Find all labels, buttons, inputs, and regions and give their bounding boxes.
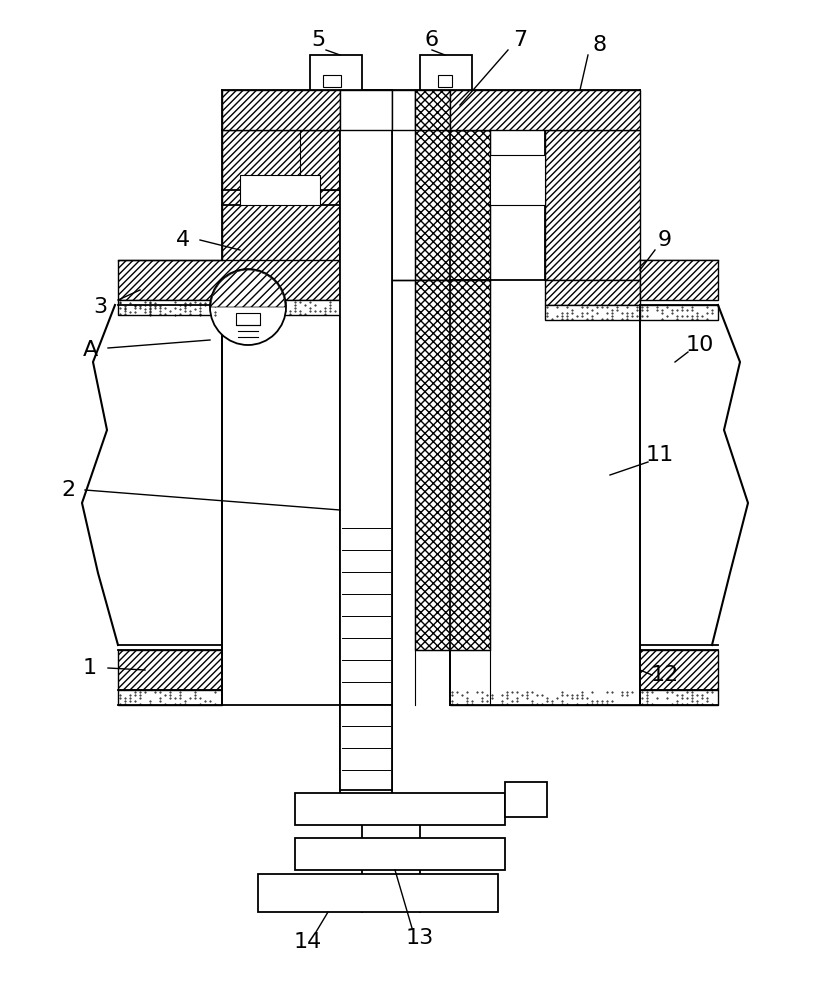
Bar — [490, 155, 545, 205]
Bar — [258, 874, 498, 912]
Bar — [118, 260, 340, 300]
Bar — [295, 793, 505, 825]
Text: 9: 9 — [658, 230, 672, 250]
Text: 6: 6 — [425, 30, 439, 50]
Bar — [640, 260, 718, 300]
Text: 7: 7 — [513, 30, 527, 50]
Bar — [222, 130, 340, 705]
Text: 3: 3 — [93, 297, 107, 317]
Text: 13: 13 — [406, 928, 434, 948]
Bar — [505, 782, 547, 817]
Circle shape — [210, 269, 286, 345]
Bar — [450, 690, 718, 705]
Text: A: A — [82, 340, 97, 360]
Bar — [118, 690, 222, 705]
Bar — [240, 175, 320, 205]
Text: 8: 8 — [593, 35, 607, 55]
Bar — [222, 90, 340, 130]
Bar — [640, 305, 718, 320]
Text: 10: 10 — [686, 335, 714, 355]
Bar — [340, 705, 392, 790]
Bar — [450, 650, 718, 690]
Text: 2: 2 — [61, 480, 75, 500]
Bar — [545, 305, 640, 320]
Text: 5: 5 — [311, 30, 325, 50]
Bar — [323, 75, 341, 87]
Bar — [545, 280, 640, 305]
Bar — [415, 130, 490, 280]
Bar — [340, 90, 392, 805]
Bar — [295, 838, 505, 870]
Text: 14: 14 — [294, 932, 322, 952]
Wedge shape — [211, 270, 285, 307]
Text: 12: 12 — [651, 665, 679, 685]
Text: 1: 1 — [83, 658, 97, 678]
Bar — [420, 55, 472, 90]
Bar — [450, 90, 490, 130]
Bar — [118, 650, 222, 690]
Bar — [222, 130, 340, 280]
Bar — [310, 55, 362, 90]
Bar — [340, 90, 392, 130]
Bar — [415, 280, 490, 650]
Text: 11: 11 — [646, 445, 674, 465]
Bar — [236, 313, 260, 325]
Bar — [438, 75, 452, 87]
Bar — [118, 300, 340, 315]
Bar — [450, 90, 640, 130]
Bar — [450, 130, 640, 705]
Bar — [415, 90, 490, 130]
Bar — [392, 90, 415, 130]
Text: 4: 4 — [176, 230, 190, 250]
Bar — [545, 130, 640, 280]
